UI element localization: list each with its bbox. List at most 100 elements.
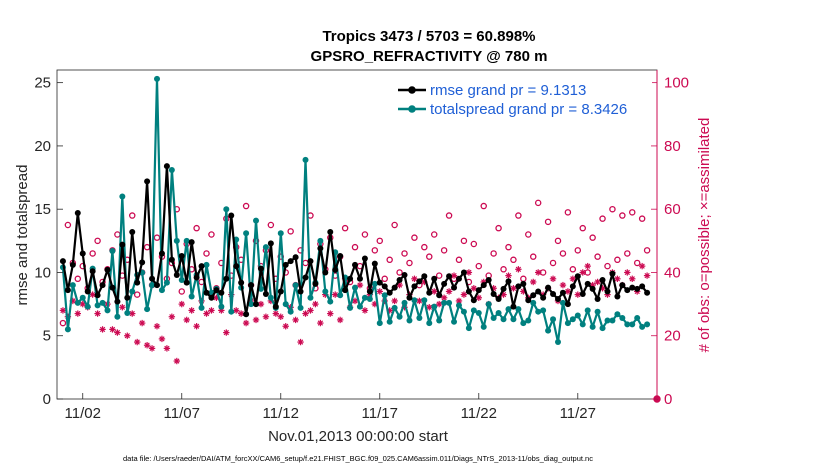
totalspread-point <box>634 315 641 322</box>
asterisk-stroke <box>60 307 66 314</box>
obs-possible-marker <box>554 237 562 245</box>
asterisk-stroke <box>416 298 423 304</box>
rmse-point <box>59 258 66 265</box>
rmse-point <box>119 241 126 248</box>
rmse-point <box>337 253 344 260</box>
chart-title-line1: Tropics 3473 / 5703 = 60.898% <box>322 28 535 45</box>
totalspread-point <box>287 308 294 315</box>
totalspread-point <box>188 293 195 300</box>
totalspread-point <box>74 299 81 306</box>
obs-assimilated-marker <box>119 304 126 311</box>
totalspread-point <box>253 217 260 224</box>
obs-possible-marker <box>440 247 448 254</box>
obs-assimilated-marker <box>297 338 304 346</box>
y-tick-label: 25 <box>34 75 51 92</box>
obs-assimilated-marker <box>59 307 67 314</box>
totalspread-point <box>302 156 309 163</box>
rmse-point <box>327 228 334 235</box>
obs-assimilated-marker <box>272 310 280 317</box>
rmse-point <box>322 269 329 276</box>
asterisk-stroke <box>575 291 581 298</box>
asterisk-stroke <box>159 336 165 342</box>
rmse-point <box>104 266 111 273</box>
rmse-point <box>406 294 413 301</box>
totalspread-point <box>540 307 547 314</box>
rmse-point <box>317 245 324 252</box>
obs-assimilated-marker <box>262 313 270 320</box>
rmse-point <box>510 303 517 310</box>
rmse-point <box>619 282 626 289</box>
asterisk-stroke <box>223 329 229 336</box>
obs-assimilated-marker <box>223 329 230 336</box>
asterisk-stroke <box>451 272 457 279</box>
totalspread-point <box>277 230 284 237</box>
rmse-point <box>604 288 611 295</box>
obs-possible-marker <box>594 253 601 260</box>
obs-assimilated-marker <box>282 323 289 330</box>
rmse-point <box>208 294 215 301</box>
obs-possible-marker <box>59 319 67 327</box>
asterisk-stroke <box>357 282 363 288</box>
totalspread-point <box>535 308 542 315</box>
totalspread-point <box>322 288 329 295</box>
obs-assimilated-marker <box>208 307 215 314</box>
rmse-point <box>198 263 205 270</box>
obs-assimilated-marker <box>183 316 190 324</box>
obs-assimilated-marker <box>614 275 621 282</box>
x-tick-label: 11/12 <box>263 405 299 422</box>
obs-possible-marker <box>242 202 250 210</box>
rmse-point <box>584 280 591 287</box>
asterisk-stroke <box>273 310 279 317</box>
rmse-point <box>589 285 596 292</box>
rmse-point <box>183 279 190 286</box>
obs-assimilated-marker <box>302 310 309 317</box>
asterisk-stroke <box>317 320 324 326</box>
obs-assimilated-marker <box>109 326 116 333</box>
rmse-point <box>282 261 289 268</box>
rmse-point <box>178 253 185 260</box>
totalspread-point <box>391 304 398 311</box>
totalspread-point <box>545 327 552 334</box>
totalspread-point <box>94 302 101 309</box>
totalspread-point <box>228 308 235 315</box>
asterisk-stroke <box>396 282 403 288</box>
totalspread-point <box>84 303 91 310</box>
asterisk-stroke <box>352 298 358 304</box>
totalspread-point <box>431 303 438 310</box>
rmse-point <box>629 284 636 291</box>
obs-assimilated-marker <box>133 338 141 346</box>
obs-possible-marker <box>371 247 379 254</box>
obs-assimilated-marker <box>356 281 364 289</box>
y2-axis-label: # of obs: o=possible; ×=assimilated <box>696 118 713 353</box>
asterisk-stroke <box>436 301 442 307</box>
obs-assimilated-marker <box>638 262 646 270</box>
totalspread-point <box>114 313 121 320</box>
totalspread-point <box>460 308 467 315</box>
totalspread-point <box>599 325 606 332</box>
obs-assimilated-marker <box>178 300 185 308</box>
obs-assimilated-marker <box>594 278 601 286</box>
obs-possible-marker <box>638 215 646 222</box>
rmse-point <box>609 270 616 277</box>
totalspread-point <box>154 75 160 82</box>
rmse-point <box>64 287 71 294</box>
totalspread-point <box>515 306 522 313</box>
rmse-point <box>371 260 378 267</box>
rmse-point <box>401 271 408 278</box>
asterisk-stroke <box>89 291 96 298</box>
asterisk-stroke <box>253 317 259 323</box>
totalspread-point <box>550 316 557 323</box>
totalspread-point <box>639 323 646 330</box>
totalspread-point <box>129 288 136 295</box>
rmse-point <box>465 288 472 295</box>
rmse-point <box>262 290 269 297</box>
obs-possible-marker <box>495 224 502 232</box>
rmse-point <box>426 289 433 296</box>
totalspread-point <box>589 323 596 330</box>
asterisk-stroke <box>179 301 185 307</box>
y-tick-label: 15 <box>34 201 51 218</box>
totalspread-point <box>124 309 131 316</box>
totalspread-point <box>248 301 255 308</box>
obs-possible-marker <box>549 259 557 267</box>
